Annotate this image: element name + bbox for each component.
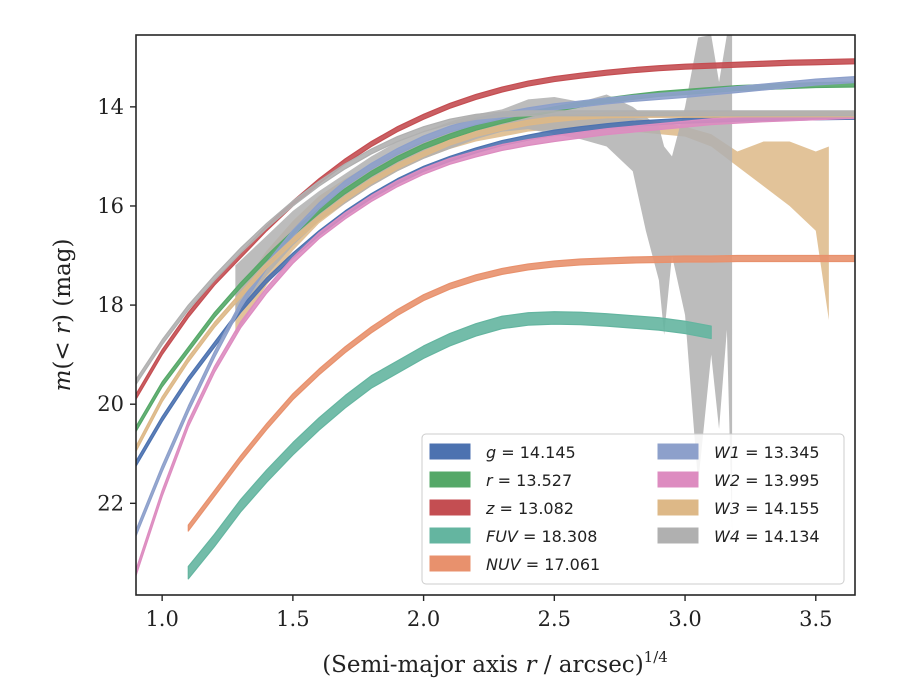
y-axis-label-prefix: m [50,370,76,392]
series-r [136,81,855,433]
y-axis-label-mid: (< [50,334,76,370]
x-tick-label: 3.5 [799,607,832,631]
x-axis-label-main: (Semi-major axis [322,652,525,678]
x-axis-ticks: 1.0 1.5 2.0 2.5 3.0 3.5 [145,595,832,631]
legend-swatch-w1 [657,443,699,460]
y-tick-label: 22 [97,491,124,515]
legend-label-w4: W4 = 14.134 [714,527,820,546]
x-tick-label: 3.0 [668,607,701,631]
series-fuv [187,311,712,580]
plot-area [136,35,855,580]
series-w4 [136,110,855,385]
x-axis-label-var: r [525,652,538,678]
y-tick-label: 20 [97,392,124,416]
legend-label-w3: W3 = 14.155 [714,499,820,518]
legend-label-z: z = 13.082 [485,499,574,518]
y-axis-label: m(< r) (mag) [50,239,76,392]
x-axis-label-tail: / arcsec) [536,652,643,678]
y-tick-label: 14 [97,95,124,119]
legend-swatch-g [429,443,471,460]
series-z [136,58,855,400]
legend-label-w1: W1 = 13.345 [714,443,820,462]
legend-label-g: g = 14.145 [486,443,576,462]
y-axis-label-suffix: ) (mag) [50,239,76,323]
series-w1 [136,76,855,537]
x-tick-label: 1.5 [276,607,309,631]
legend: g = 14.145 r = 13.527 z = 13.082 FUV = 18.3… [421,433,845,585]
legend-swatch-w3 [657,499,699,516]
y-tick-label: 16 [97,194,124,218]
y-tick-label: 18 [97,293,124,317]
x-axis-label-exponent: 1/4 [644,648,668,666]
legend-label-nuv: NUV = 17.061 [486,555,600,574]
series-nuv [187,254,855,532]
series-lines [136,58,855,580]
legend-swatch-z [429,499,471,516]
legend-box [421,433,845,585]
band-w3 [235,114,829,335]
legend-swatch-fuv [429,527,471,544]
y-axis-ticks: 14 16 18 20 22 [97,95,136,515]
legend-label-r: r = 13.527 [486,471,572,490]
series-w3 [136,111,855,452]
legend-swatch-w4 [657,527,699,544]
plot-frame [135,34,856,596]
x-axis-label: (Semi-major axis r / arcsec)1/4 [322,648,668,678]
x-tick-label: 1.0 [145,607,178,631]
legend-label-fuv: FUV = 18.308 [486,527,597,546]
series-w2 [136,111,855,577]
y-axis-label-var: r [50,321,76,334]
legend-swatch-nuv [429,555,471,572]
legend-swatch-w2 [657,471,699,488]
x-tick-label: 2.0 [407,607,440,631]
x-tick-label: 2.5 [538,607,571,631]
legend-label-w2: W2 = 13.995 [714,471,820,490]
legend-swatch-r [429,471,471,488]
